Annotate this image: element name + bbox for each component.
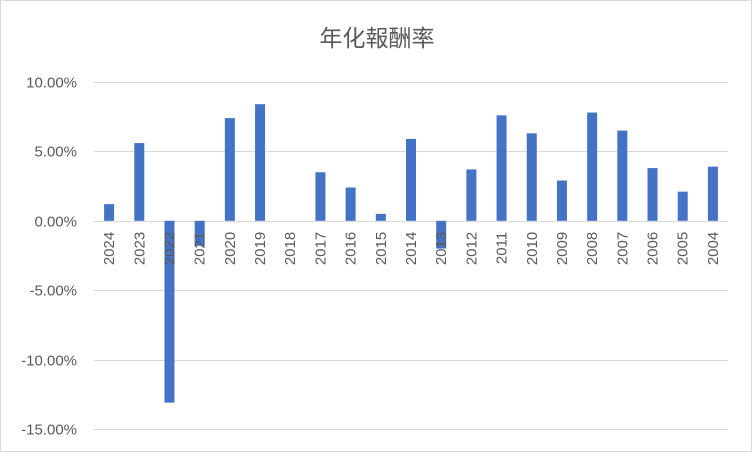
x-tick-label: 2023 [131, 232, 148, 265]
x-tick-label: 2011 [494, 232, 511, 264]
bar-2024 [104, 204, 115, 221]
bar-2004 [707, 166, 718, 221]
x-tick-label: 2021 [192, 232, 209, 265]
bar-2010 [526, 133, 537, 221]
chart-title: 年化報酬率 [319, 26, 435, 52]
bar-2008 [587, 112, 598, 221]
bar-2019 [255, 104, 266, 221]
x-tick-label: 2015 [373, 232, 390, 265]
y-tick-label: -10.00% [21, 353, 77, 370]
y-tick-label: -5.00% [29, 283, 77, 300]
x-tick-label: 2005 [675, 232, 692, 265]
bar-2006 [647, 168, 658, 221]
bar-2021 [194, 220, 205, 246]
bar-2017 [315, 172, 326, 221]
x-tick-label: 2022 [161, 232, 178, 265]
x-tick-label: 2006 [645, 232, 662, 265]
x-tick-label: 2008 [584, 232, 601, 265]
x-tick-label: 2014 [403, 232, 420, 265]
x-tick-label: 2018 [282, 232, 299, 265]
bar-2014 [406, 138, 416, 221]
x-tick-label: 2009 [554, 232, 571, 265]
bar-2020 [224, 118, 235, 221]
x-tick-label: 2016 [343, 232, 360, 265]
bars [104, 104, 718, 403]
x-axis-tick-labels: 2024 2023 2022 2021 2020 2019 2018 2017 2016 2015… [101, 232, 722, 265]
y-tick-label: -15.00% [21, 422, 77, 439]
bar-2007 [617, 130, 628, 221]
y-axis-tick-labels: 10.00% 5.00% 0.00% -5.00% -10.00% -15.00% [21, 75, 77, 439]
y-tick-label: 5.00% [34, 144, 77, 161]
y-tick-label: 0.00% [34, 214, 77, 231]
bar-2012 [466, 169, 477, 221]
bar-2011 [496, 115, 507, 221]
x-tick-label: 2024 [101, 232, 118, 265]
bar-2009 [556, 180, 567, 221]
x-tick-label: 2019 [252, 232, 269, 265]
bar-2013 [436, 220, 447, 249]
y-tick-label: 10.00% [26, 75, 77, 92]
x-tick-label: 2004 [705, 232, 722, 265]
bar-2023 [134, 143, 145, 221]
bar-2015 [375, 213, 386, 221]
x-tick-label: 2017 [312, 232, 329, 265]
bar-2016 [345, 187, 356, 221]
bar-2022 [164, 220, 175, 403]
x-tick-label: 2007 [614, 232, 631, 265]
x-tick-label: 2012 [463, 232, 480, 265]
bar-2005 [677, 191, 688, 221]
x-tick-label: 2020 [222, 232, 239, 265]
x-tick-label: 2013 [433, 232, 450, 265]
x-tick-label: 2010 [524, 232, 541, 265]
